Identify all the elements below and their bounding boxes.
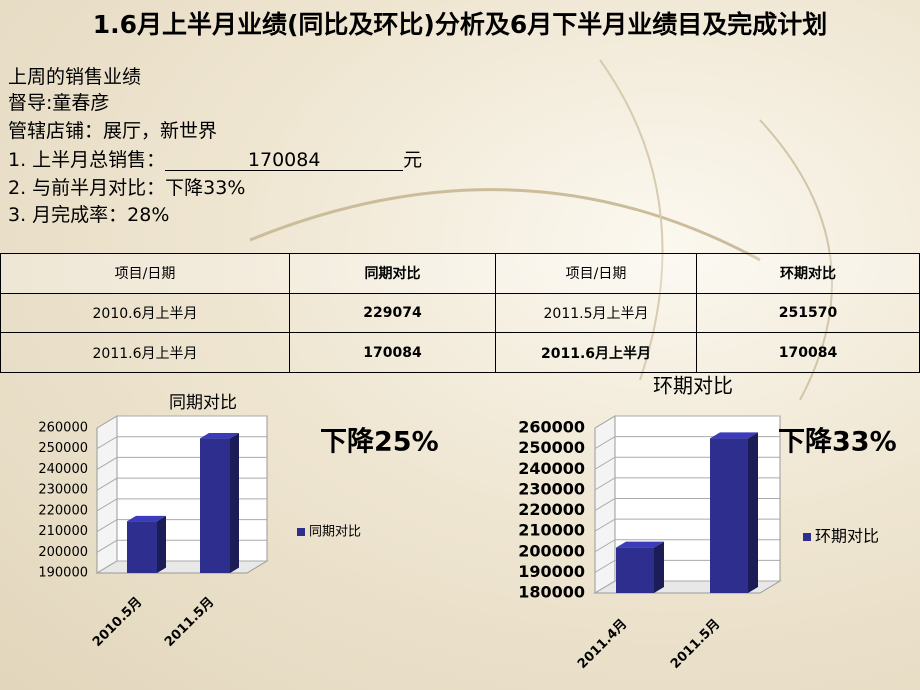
header-cell: 项目/日期 — [495, 253, 697, 294]
info-completion: 3. 月完成率：28% — [8, 204, 170, 226]
y-tick-label: 220000 — [38, 503, 88, 518]
info-heading: 上周的销售业绩 — [8, 66, 142, 88]
y-tick-label: 240000 — [518, 459, 585, 478]
chart-title: 环期对比 — [653, 374, 733, 398]
bar-side — [748, 432, 758, 593]
legend-swatch — [297, 528, 305, 536]
x-tick-label: 2011.4月 — [575, 617, 630, 672]
decor — [249, 188, 761, 262]
chart-title: 同期对比 — [169, 393, 237, 413]
bar-top — [200, 432, 239, 439]
bar-top — [616, 541, 664, 548]
bar — [127, 521, 157, 573]
side-wall — [96, 415, 118, 574]
annotation: 下降33% — [778, 427, 897, 458]
header-cell: 项目/日期 — [0, 253, 290, 294]
bar — [710, 438, 748, 593]
y-tick-label: 240000 — [38, 462, 88, 477]
bar — [200, 438, 230, 573]
y-tick-label: 190000 — [518, 562, 585, 581]
cell: 170084 — [289, 332, 496, 373]
legend-swatch — [803, 533, 811, 541]
data-table: 项目/日期 同期对比 项目/日期 环期对比 2010.6月上半月 229074 … — [0, 253, 920, 373]
grid-line — [96, 415, 267, 429]
y-tick-label: 260000 — [518, 418, 585, 437]
y-tick-label: 230000 — [518, 479, 585, 498]
cell: 2011.6月上半月 — [495, 332, 697, 373]
cell: 2011.6月上半月 — [0, 332, 290, 373]
cell: 170084 — [696, 332, 920, 373]
info-supervisor: 督导:童春彦 — [8, 92, 110, 114]
bar-top — [710, 432, 758, 439]
x-tick-label: 2010.5月 — [90, 595, 145, 650]
y-tick-label: 250000 — [518, 438, 585, 457]
info-total: 1. 上半月总销售： 170084 元 — [8, 145, 422, 172]
bar-side — [654, 541, 664, 593]
bar-side — [230, 432, 239, 573]
header-cell: 环期对比 — [696, 253, 920, 294]
y-tick-label: 260000 — [38, 421, 88, 436]
y-tick-label: 230000 — [38, 483, 88, 498]
x-tick-label: 2011.5月 — [668, 617, 723, 672]
bar-top — [127, 515, 166, 522]
floor — [95, 560, 269, 574]
y-tick-label: 210000 — [518, 521, 585, 540]
bar — [616, 547, 654, 593]
total-unit: 元 — [403, 149, 423, 171]
annotation: 下降25% — [320, 427, 439, 458]
slide-title: 1.6月上半月业绩(同比及环比)分析及6月下半月业绩目及完成计划 — [92, 10, 828, 39]
y-tick-label: 180000 — [518, 583, 585, 602]
header-cell: 同期对比 — [289, 253, 496, 294]
total-value: 170084 — [165, 150, 404, 171]
legend-label: 同期对比 — [309, 525, 361, 540]
x-tick-label: 2011.5月 — [162, 595, 217, 650]
y-tick-label: 250000 — [38, 441, 88, 456]
y-tick-label: 200000 — [38, 545, 88, 560]
y-tick-label: 190000 — [38, 566, 88, 581]
y-tick-label: 220000 — [518, 500, 585, 519]
total-label: 1. 上半月总销售： — [8, 149, 166, 171]
grid-line — [594, 415, 780, 429]
info-compare: 2. 与前半月对比：下降33% — [8, 177, 246, 199]
legend-label: 环期对比 — [815, 527, 879, 546]
y-tick-label: 210000 — [38, 524, 88, 539]
cell: 251570 — [696, 292, 920, 334]
info-stores: 管辖店铺：展厅，新世界 — [8, 120, 218, 142]
bar-side — [157, 515, 166, 573]
y-tick-label: 200000 — [518, 541, 585, 560]
